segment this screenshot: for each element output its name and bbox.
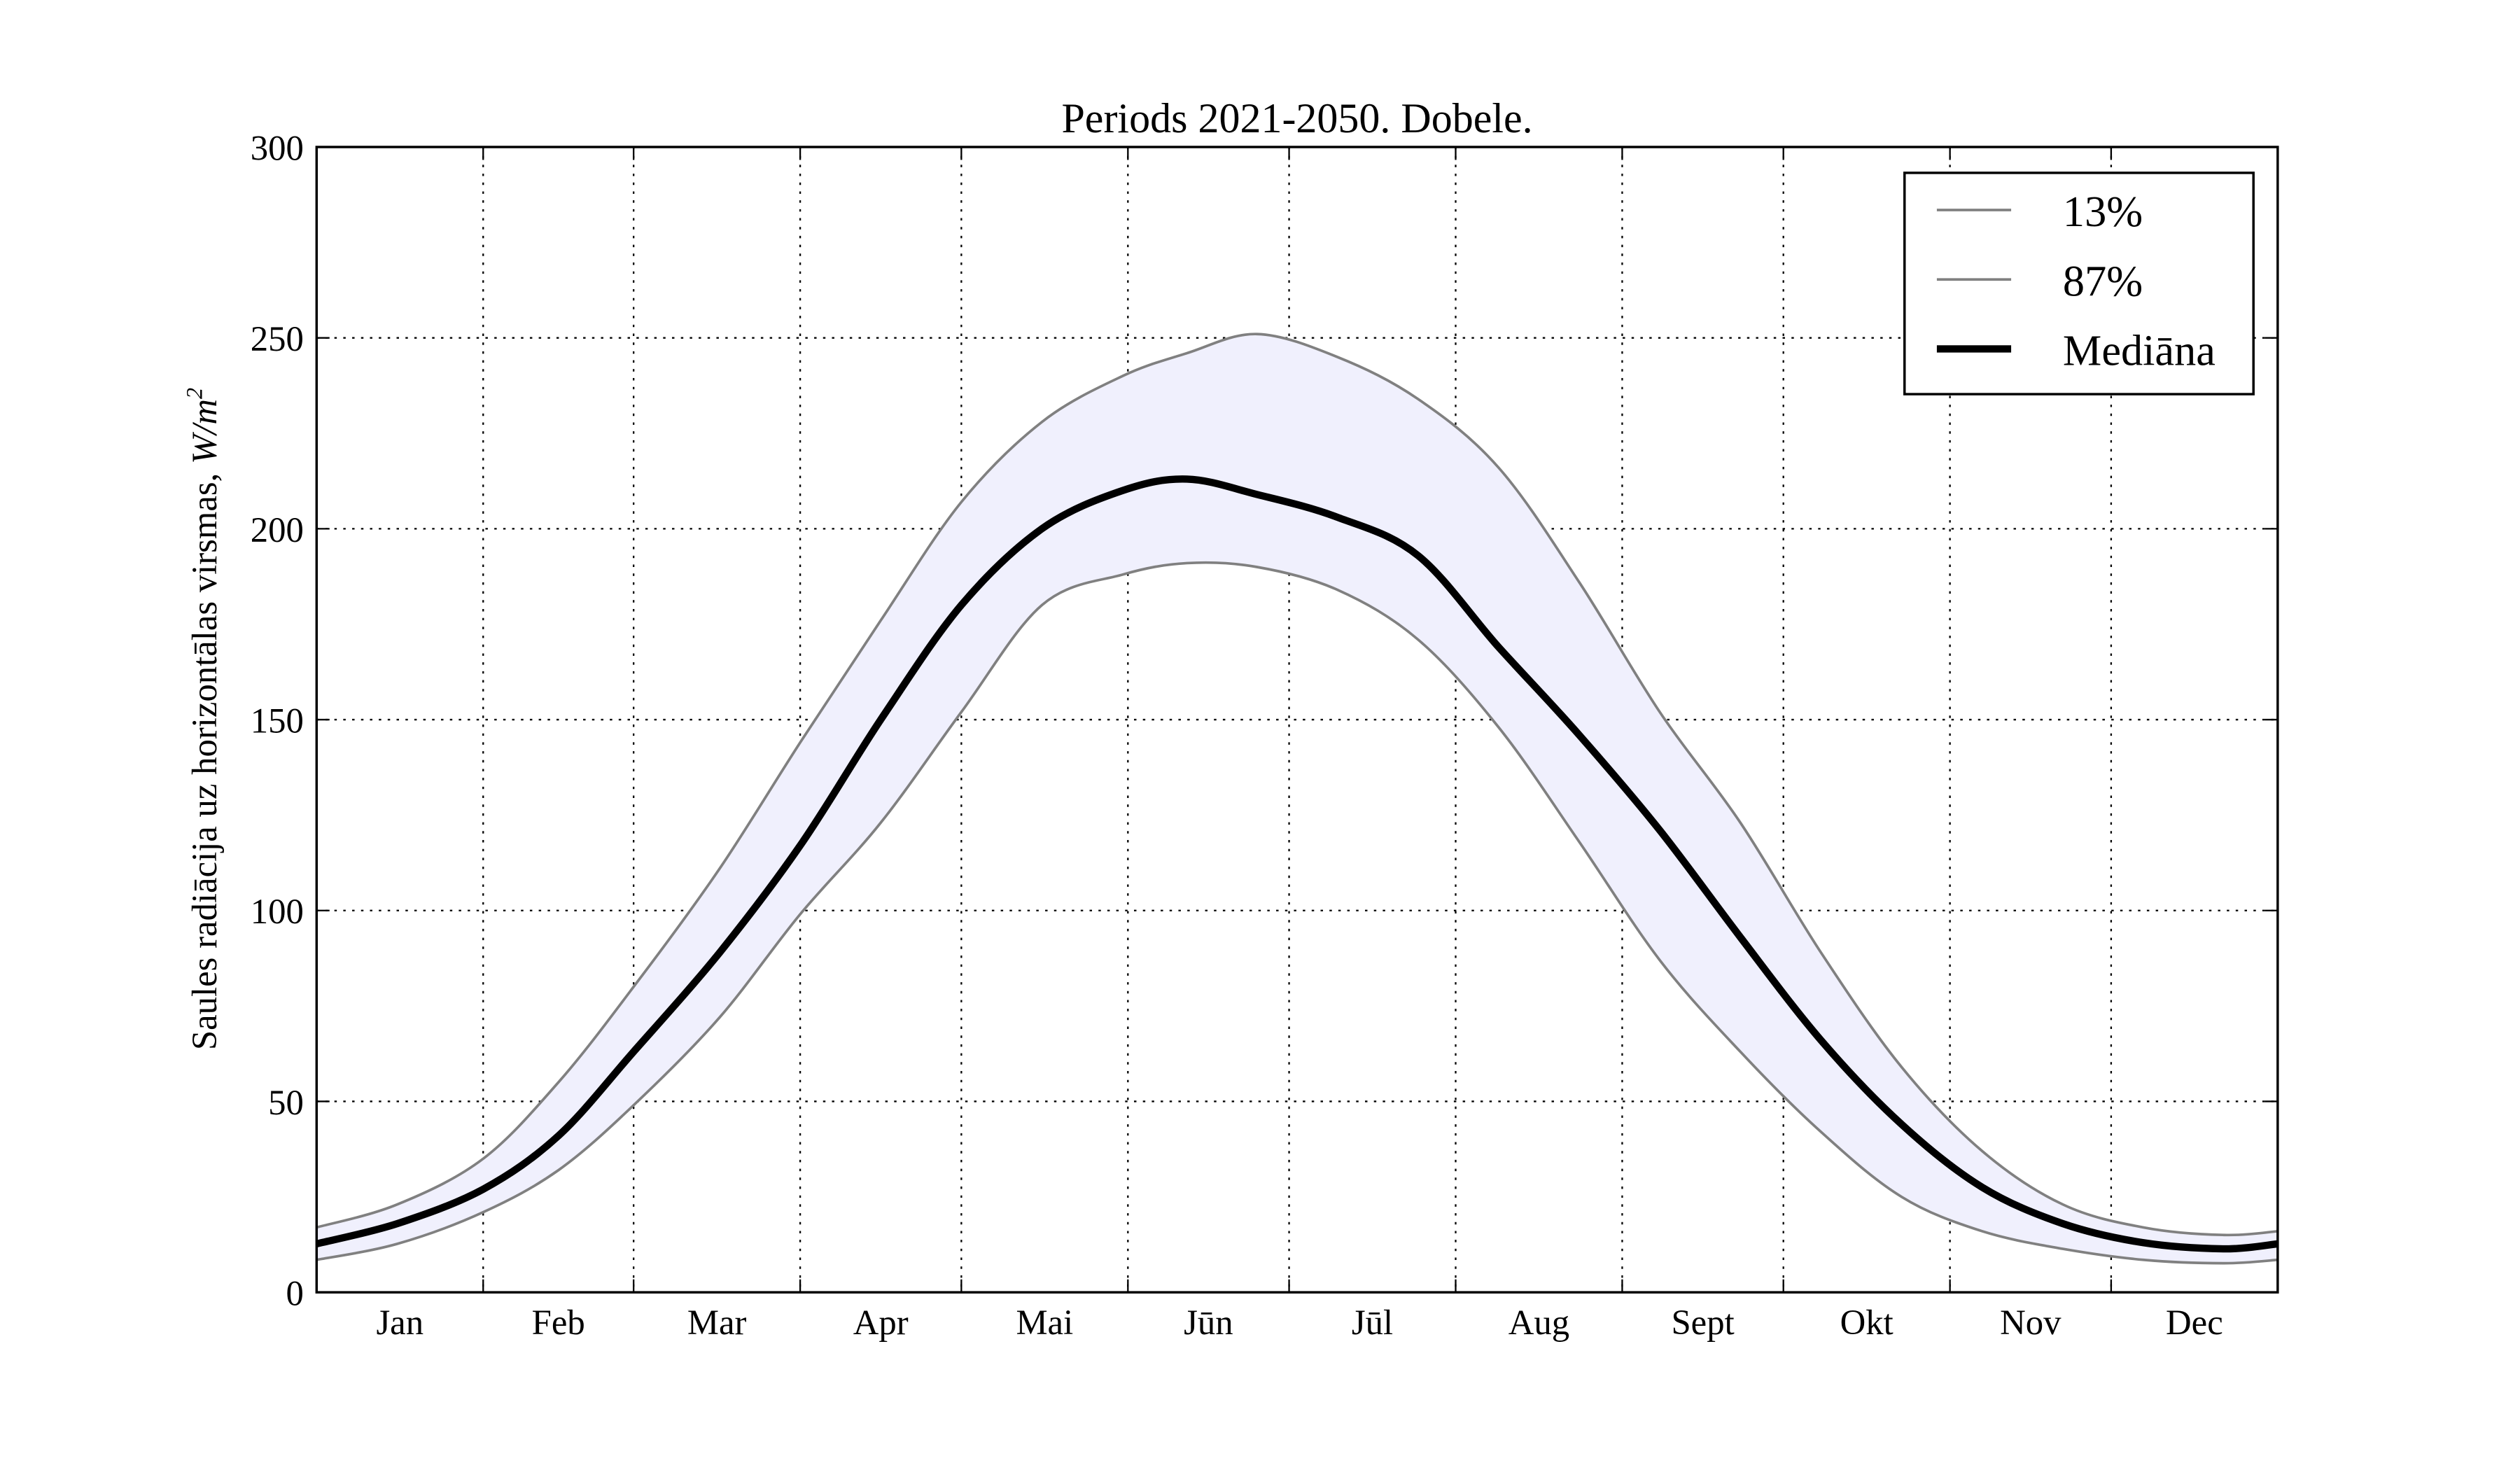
y-tick-label: 300: [251, 128, 304, 167]
x-tick-label: Mai: [1016, 1303, 1073, 1342]
x-tick-label: Sept: [1671, 1303, 1734, 1342]
x-tick-label: Dec: [2166, 1303, 2223, 1342]
series-line-median: [316, 475, 2278, 1253]
y-tick-label: 0: [286, 1274, 303, 1313]
legend-label: Mediāna: [2063, 327, 2216, 375]
y-tick-label: 50: [268, 1083, 304, 1122]
x-tick-label: Okt: [1840, 1303, 1893, 1342]
x-tick-label: Mar: [687, 1303, 747, 1342]
percentile-band: [316, 334, 2278, 1264]
legend-label: 13%: [2063, 188, 2143, 236]
chart-title: Periods 2021-2050. Dobele.: [1061, 95, 1532, 141]
x-tick-label: Jūl: [1352, 1303, 1393, 1342]
series-line-p87: [316, 332, 2278, 1237]
x-tick-label: Feb: [532, 1303, 585, 1342]
y-tick-label: 150: [251, 701, 304, 741]
y-axis-label: Saules radiācija uz horizontālas virsmas…: [181, 388, 224, 1050]
series-line-p13: [316, 561, 2278, 1265]
y-tick-label: 200: [251, 510, 304, 550]
x-tick-label: Nov: [2000, 1303, 2062, 1342]
x-tick-label: Aug: [1508, 1303, 1569, 1342]
y-tick-label: 100: [251, 892, 304, 931]
x-tick-label: Jan: [376, 1303, 424, 1342]
legend: 13% 87% Mediāna: [1903, 172, 2255, 396]
x-tick-label: Apr: [853, 1303, 909, 1342]
legend-label: 87%: [2063, 257, 2143, 305]
x-tick-label: Jūn: [1184, 1303, 1233, 1342]
y-tick-label: 250: [251, 319, 304, 358]
